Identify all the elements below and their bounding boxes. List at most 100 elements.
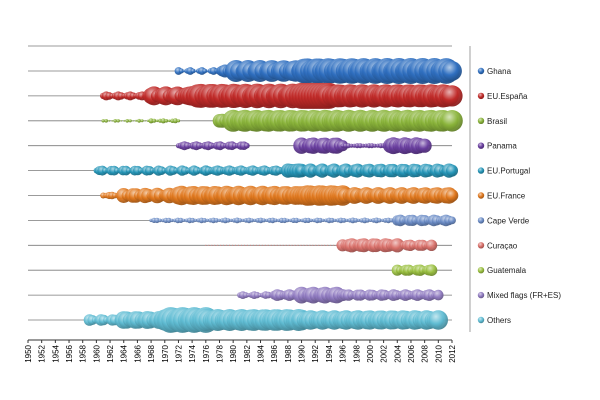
bubble	[309, 244, 311, 246]
x-tick-label: 2000	[366, 344, 375, 362]
legend-marker-0	[477, 67, 485, 75]
legend-marker-1	[477, 92, 485, 100]
bubble	[269, 217, 276, 224]
bubble	[160, 118, 166, 124]
bubble	[232, 244, 234, 246]
bubble	[137, 118, 142, 123]
legend: Ghana EU.España Brasil Panama EU.Portugal EU.…	[469, 46, 561, 332]
bubble	[148, 118, 154, 124]
x-tick-label: 1990	[298, 344, 307, 362]
bubble	[318, 244, 320, 246]
bubble	[155, 119, 159, 123]
bubble	[361, 143, 366, 148]
x-tick-label: 1980	[229, 344, 238, 362]
bubble	[445, 189, 459, 202]
bubble	[306, 244, 308, 246]
series-bubbles-9	[237, 286, 444, 304]
bubble	[214, 244, 216, 246]
series-bubbles-8	[391, 264, 438, 277]
bubble	[178, 217, 184, 223]
legend-marker-7	[477, 242, 485, 249]
bubble	[205, 244, 207, 246]
bubble	[281, 217, 288, 224]
bubble	[241, 218, 245, 222]
legend-label: Guatemala	[487, 266, 527, 275]
bubble	[202, 68, 208, 74]
bubble	[226, 218, 231, 223]
bubble	[252, 244, 254, 246]
bubble	[258, 244, 260, 246]
bubble	[329, 217, 335, 223]
legend-marker-6	[477, 217, 485, 224]
bubble	[270, 244, 272, 246]
bubble	[441, 110, 463, 132]
legend-label: EU.France	[487, 192, 526, 201]
bubble	[182, 218, 186, 222]
bubble	[111, 120, 113, 122]
bubble-layer	[83, 58, 463, 333]
bubble	[312, 244, 314, 246]
bubble	[349, 143, 354, 148]
bubble	[305, 217, 311, 223]
bubble	[297, 218, 302, 223]
bubble	[243, 142, 250, 149]
bubble	[234, 217, 241, 224]
x-tick-label: 1966	[133, 344, 142, 362]
bubble	[324, 244, 326, 246]
bubble	[220, 244, 222, 246]
x-tick-label: 1976	[202, 344, 211, 362]
x-tick-label: 1958	[79, 344, 88, 362]
bubble	[223, 244, 225, 246]
bubble	[293, 217, 300, 224]
bubble	[317, 217, 323, 223]
bubble	[237, 244, 240, 246]
legend-marker-5	[477, 192, 485, 199]
legend-marker-2	[477, 117, 485, 125]
bubble	[333, 218, 337, 222]
bubble	[341, 218, 347, 223]
bubble	[357, 143, 363, 149]
bubble	[234, 244, 237, 246]
bubble	[229, 244, 231, 246]
series-bubbles-5	[100, 185, 459, 206]
bubble	[327, 244, 329, 246]
bubble	[132, 120, 134, 122]
bubble	[214, 218, 219, 223]
x-tick-label: 2004	[393, 344, 402, 362]
x-tick-label: 1954	[51, 344, 60, 362]
legend-label: Brasil	[487, 117, 507, 126]
bubble	[128, 119, 132, 123]
bubble	[144, 120, 146, 122]
bubble	[116, 119, 120, 123]
x-tick-label: 1994	[325, 344, 334, 362]
bubble	[441, 85, 463, 107]
bubble	[369, 218, 373, 222]
bubble	[303, 244, 305, 246]
bubble	[202, 218, 207, 223]
bubble	[140, 119, 144, 123]
bubble	[172, 118, 178, 124]
bubble	[261, 218, 266, 223]
bubble	[166, 217, 172, 223]
bubble	[164, 119, 169, 123]
legend-label: EU.Portugal	[487, 167, 530, 176]
x-tick-label: 2012	[448, 344, 457, 362]
x-tick-label: 1962	[106, 344, 115, 362]
bubble	[246, 244, 248, 246]
bubble	[279, 244, 281, 246]
bubble	[433, 289, 444, 301]
bubble	[357, 218, 361, 222]
bubble	[243, 244, 246, 246]
bubble	[108, 119, 111, 122]
bubble	[448, 216, 456, 225]
legend-marker-8	[477, 267, 485, 274]
bubble	[425, 239, 438, 251]
bubble	[353, 218, 359, 223]
bubble	[273, 218, 278, 223]
bubble	[120, 120, 122, 122]
legend-marker-10	[477, 316, 485, 324]
x-tick-label: 1968	[147, 344, 156, 362]
bubble	[217, 244, 219, 246]
bubble	[190, 217, 196, 223]
